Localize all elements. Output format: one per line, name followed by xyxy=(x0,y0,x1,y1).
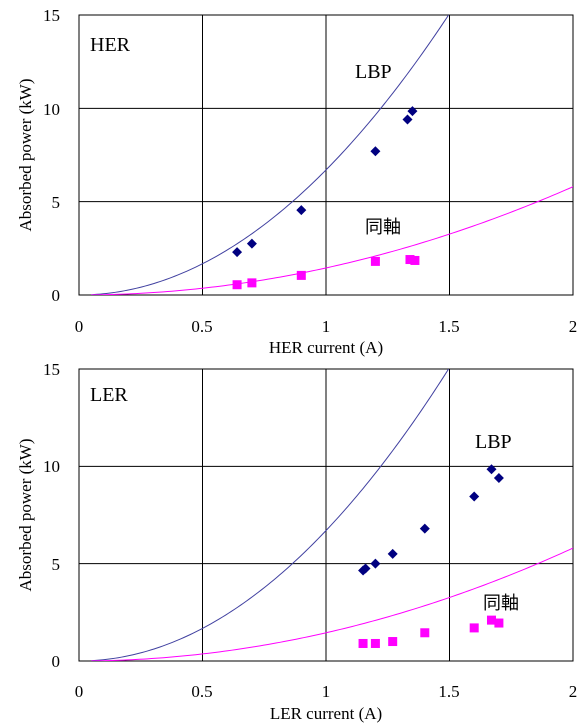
lbp-label: LBP xyxy=(475,431,512,453)
coaxial-data-point xyxy=(296,270,306,280)
lbp-data-point xyxy=(407,106,418,117)
lbp-data-point xyxy=(402,114,413,125)
coaxial-data-point xyxy=(370,256,380,266)
lbp-data-point xyxy=(232,247,243,258)
x-axis-label: HER current (A) xyxy=(269,338,383,357)
annotations: LBP 同軸 xyxy=(475,431,519,614)
x-tick-label: 0 xyxy=(75,317,84,336)
y-tick-label: 0 xyxy=(52,652,61,671)
y-tick-labels: 0 5 10 15 xyxy=(43,360,60,671)
coaxial-data-point xyxy=(469,623,479,633)
y-tick-label: 15 xyxy=(43,6,60,25)
fit-curves xyxy=(91,369,573,661)
x-tick-labels: 0 0.5 1 1.5 2 xyxy=(75,682,578,701)
x-tick-label: 1 xyxy=(322,682,331,701)
coaxial-data-point xyxy=(486,615,496,625)
coaxial-data-point xyxy=(388,637,398,647)
coaxial-data-point xyxy=(247,278,257,288)
x-tick-labels: 0 0.5 1 1.5 2 xyxy=(75,317,578,336)
x-tick-label: 1 xyxy=(322,317,331,336)
coaxial-data-point xyxy=(358,638,368,648)
data-points xyxy=(232,106,420,290)
annotations: LBP 同軸 xyxy=(355,61,401,238)
y-tick-label: 15 xyxy=(43,360,60,379)
coaxial-data-point xyxy=(370,638,380,648)
data-points xyxy=(358,464,504,648)
fit-curves xyxy=(91,15,573,295)
lbp-data-point xyxy=(387,548,398,559)
x-tick-label: 2 xyxy=(569,317,578,336)
y-tick-label: 10 xyxy=(43,457,60,476)
gridlines xyxy=(79,15,573,295)
coaxial-data-point xyxy=(494,618,504,628)
lbp-fit-curve xyxy=(91,15,450,295)
lbp-data-point xyxy=(370,146,381,157)
coaxial-fit-curve xyxy=(91,547,573,661)
x-axis-label: LER current (A) xyxy=(270,704,382,723)
gridlines xyxy=(79,369,573,661)
x-tick-label: 1.5 xyxy=(438,317,459,336)
y-tick-label: 10 xyxy=(43,100,60,119)
ler-panel: LER LBP 同軸 0 5 10 15 0 0.5 1 1.5 2 LER c… xyxy=(16,360,577,723)
lbp-fit-curve xyxy=(91,369,450,661)
lbp-data-point xyxy=(296,205,307,216)
x-tick-label: 0 xyxy=(75,682,84,701)
her-panel: HER LBP 同軸 0 5 10 15 0 0.5 1 1.5 2 HER c… xyxy=(16,6,577,357)
coaxial-label: 同軸 xyxy=(483,593,519,614)
coaxial-label: 同軸 xyxy=(365,217,401,238)
coaxial-fit-curve xyxy=(91,186,573,295)
lbp-data-point xyxy=(486,464,497,475)
y-axis-label: Absorbed power (kW) xyxy=(16,79,35,232)
x-tick-label: 1.5 xyxy=(438,682,459,701)
y-axis-label: Absorbed power (kW) xyxy=(16,439,35,592)
coaxial-data-point xyxy=(420,628,430,638)
panel-label: LER xyxy=(90,384,128,406)
coaxial-data-point xyxy=(410,255,420,265)
y-tick-labels: 0 5 10 15 xyxy=(43,6,60,305)
lbp-data-point xyxy=(370,558,381,569)
y-tick-label: 5 xyxy=(52,193,61,212)
panel-label: HER xyxy=(90,34,131,56)
coaxial-data-point xyxy=(405,255,415,265)
lbp-label: LBP xyxy=(355,61,392,83)
lbp-data-point xyxy=(360,563,371,574)
x-tick-label: 0.5 xyxy=(191,317,212,336)
x-tick-label: 2 xyxy=(569,682,578,701)
y-tick-label: 0 xyxy=(52,286,61,305)
lbp-data-point xyxy=(419,523,430,534)
lbp-data-point xyxy=(493,473,504,484)
y-tick-label: 5 xyxy=(52,555,61,574)
lbp-data-point xyxy=(246,238,257,249)
lbp-data-point xyxy=(469,491,480,502)
coaxial-data-point xyxy=(232,280,242,290)
x-tick-label: 0.5 xyxy=(191,682,212,701)
